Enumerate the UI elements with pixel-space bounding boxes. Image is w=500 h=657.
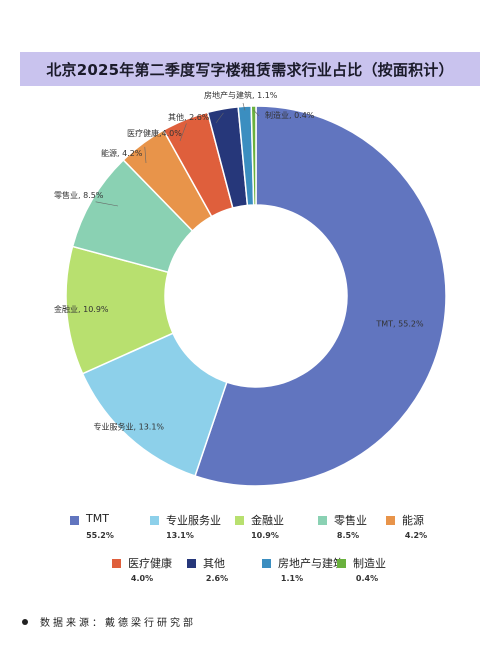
slice-label-finance: 金融业, 10.9% [54, 304, 109, 314]
legend-label: 零售业 [334, 514, 367, 527]
legend-label: 制造业 [353, 557, 386, 570]
slice-manufacturing [250, 105, 257, 206]
leader-line-retail [95, 201, 119, 207]
legend-value: 4.2% [404, 531, 428, 540]
legend-label: 专业服务业 [166, 514, 221, 527]
legend-swatch [262, 559, 271, 568]
legend-swatch [318, 516, 327, 525]
legend-swatch [337, 559, 346, 568]
legend-swatch [386, 516, 395, 525]
slice-label-healthcare: 医疗健康,4.0% [127, 128, 182, 138]
legend-value: 1.1% [280, 574, 304, 583]
source-note: 数据来源：戴德梁行研究部 [22, 614, 196, 629]
legend-row: 医疗健康 4.0% 其他 2.6% 房地产与建筑 1.1% 制造业 0.4% [0, 553, 500, 593]
legend-label: 其他 [203, 557, 225, 570]
leader-line-healthcare [179, 123, 187, 142]
legend-swatch [150, 516, 159, 525]
slice-label-manufacturing: 制造业, 0.4% [265, 110, 315, 120]
chart-title: 北京2025年第二季度写字楼租赁需求行业占比（按面积计） [46, 60, 454, 79]
bullet-icon [22, 618, 28, 625]
legend-label: 房地产与建筑 [278, 557, 344, 570]
legend-swatch [187, 559, 196, 568]
legend-value: 13.1% [166, 531, 194, 540]
legend-swatch [235, 516, 244, 525]
legend-label: 医疗健康 [128, 557, 172, 570]
donut-chart: TMT, 55.2% 专业服务业, 13.1% 金融业, 10.9% 零售业, 8.5… [54, 90, 447, 487]
leader-line-other [215, 112, 224, 124]
slice-label-energy: 能源, 4.2% [101, 148, 143, 158]
legend-value: 55.2% [86, 531, 114, 540]
slice-tmt [194, 105, 447, 487]
source-text: 数据来源：戴德梁行研究部 [40, 618, 196, 629]
legend-value: 10.9% [251, 531, 279, 540]
legend-value: 2.6% [205, 574, 229, 583]
legend-value: 8.5% [336, 531, 360, 540]
slice-label-other: 其他, 2.6% [168, 112, 210, 122]
legend-value: 4.0% [130, 574, 154, 583]
legend-swatch [70, 516, 79, 525]
legend-label: TMT [86, 512, 109, 525]
slice-label-real-estate-construction: 房地产与建筑, 1.1% [204, 90, 278, 100]
slice-label-retail: 零售业, 8.5% [54, 190, 104, 200]
slice-label-professional-services: 专业服务业, 13.1% [94, 421, 165, 431]
slice-label-tmt: TMT, 55.2% [375, 319, 424, 328]
leader-line-manufacturing [253, 109, 260, 117]
legend-swatch [112, 559, 121, 568]
leader-line-energy [144, 146, 147, 164]
legend-label: 金融业 [251, 514, 284, 527]
leader-line-real-estate-construction [242, 102, 246, 111]
legend-label: 能源 [402, 514, 424, 527]
chart-title-bar: 北京2025年第二季度写字楼租赁需求行业占比（按面积计） [20, 52, 480, 86]
legend-row: TMT 55.2% 专业服务业 13.1% 金融业 10.9% 零售业 8.5% 能源 4.2% [0, 510, 500, 550]
legend-value: 0.4% [355, 574, 379, 583]
